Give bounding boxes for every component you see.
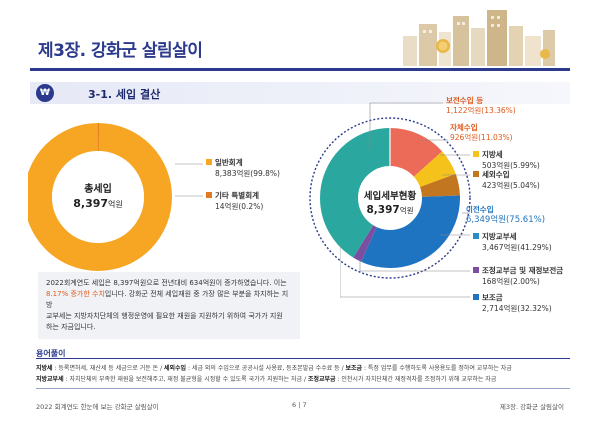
label-transfer: 이전수입 6,349억원(75.61%) [466, 205, 546, 225]
page-number: 6 | 7 [292, 401, 307, 409]
legend-special-account: 기타 특별회계 14억원(0.2%) [206, 190, 263, 212]
won-badge-icon: ₩ [36, 84, 54, 102]
glossary-line-2: 지방교부세 : 자치단체의 부족한 재원을 보전해주고, 재정 불균형을 시정할… [36, 376, 497, 383]
city-skyline-illustration [403, 10, 555, 66]
glossary-box: 지방세 : 등록면허세, 재산세 등 세금으로 거둔 돈 / 세외수입 : 세금… [36, 358, 570, 389]
total-revenue-donut [28, 123, 172, 271]
label-subsidy: 보전수입 등 1,122억원(13.36%) [446, 96, 516, 115]
glossary-title: 용어풀이 [36, 349, 66, 358]
revenue-description: 2022회계연도 세입은 8,397억원으로 전년대비 634억원이 증가하였습… [38, 272, 300, 339]
label-local-grant: 지방교부세 3,467억원(41.29%) [473, 231, 552, 253]
label-adjust-grant: 조정교부금 및 재정보전금 168억원(2.00%) [473, 265, 563, 287]
label-assist-grant: 보조금 2,714억원(32.32%) [473, 292, 552, 314]
page-footer: 2022 회계연도 한눈에 보는 강화군 살림살이 6 | 7 제3장. 강화군… [30, 399, 570, 413]
total-revenue-value: 8,397억원 [73, 197, 123, 210]
page-header: 제3장. 강화군 살림살이 [0, 0, 600, 78]
detail-leader-lines [340, 102, 470, 298]
label-local-tax: 지방세 503억원(5.99%) [473, 149, 540, 171]
total-revenue-title: 총세입 [84, 184, 112, 195]
detail-center: 세입세부현황 8,397억원 [340, 188, 440, 216]
chapter-title: 제3장. 강화군 살림살이 [38, 41, 203, 61]
detail-center-value: 8,397억원 [366, 204, 414, 216]
total-legend-leader-lines [175, 163, 203, 197]
label-non-tax: 세외수입 423억원(5.04%) [473, 169, 540, 191]
section-title: 3-1. 세입 결산 [88, 88, 161, 101]
section-bar: ₩ 3-1. 세입 결산 [30, 82, 570, 104]
legend-general-account: 일반회계 8,383억원(99.8%) [206, 157, 280, 179]
revenue-detail-donut [309, 117, 471, 279]
glossary-line-1: 지방세 : 등록면허세, 재산세 등 세금으로 거둔 돈 / 세외수입 : 세금… [36, 365, 512, 372]
footer-left: 2022 회계연도 한눈에 보는 강화군 살림살이 [36, 403, 159, 411]
detail-center-title: 세입세부현황 [363, 191, 417, 202]
assist-slice [320, 128, 460, 268]
label-self-revenue: 자체수입 926억원(11.03%) [450, 123, 513, 142]
header-rule [30, 68, 570, 71]
special-account-slice [28, 123, 172, 271]
total-revenue-center: 총세입 8,397억원 [58, 180, 138, 210]
footer-right: 제3장. 강화군 살림살이 [499, 403, 564, 411]
